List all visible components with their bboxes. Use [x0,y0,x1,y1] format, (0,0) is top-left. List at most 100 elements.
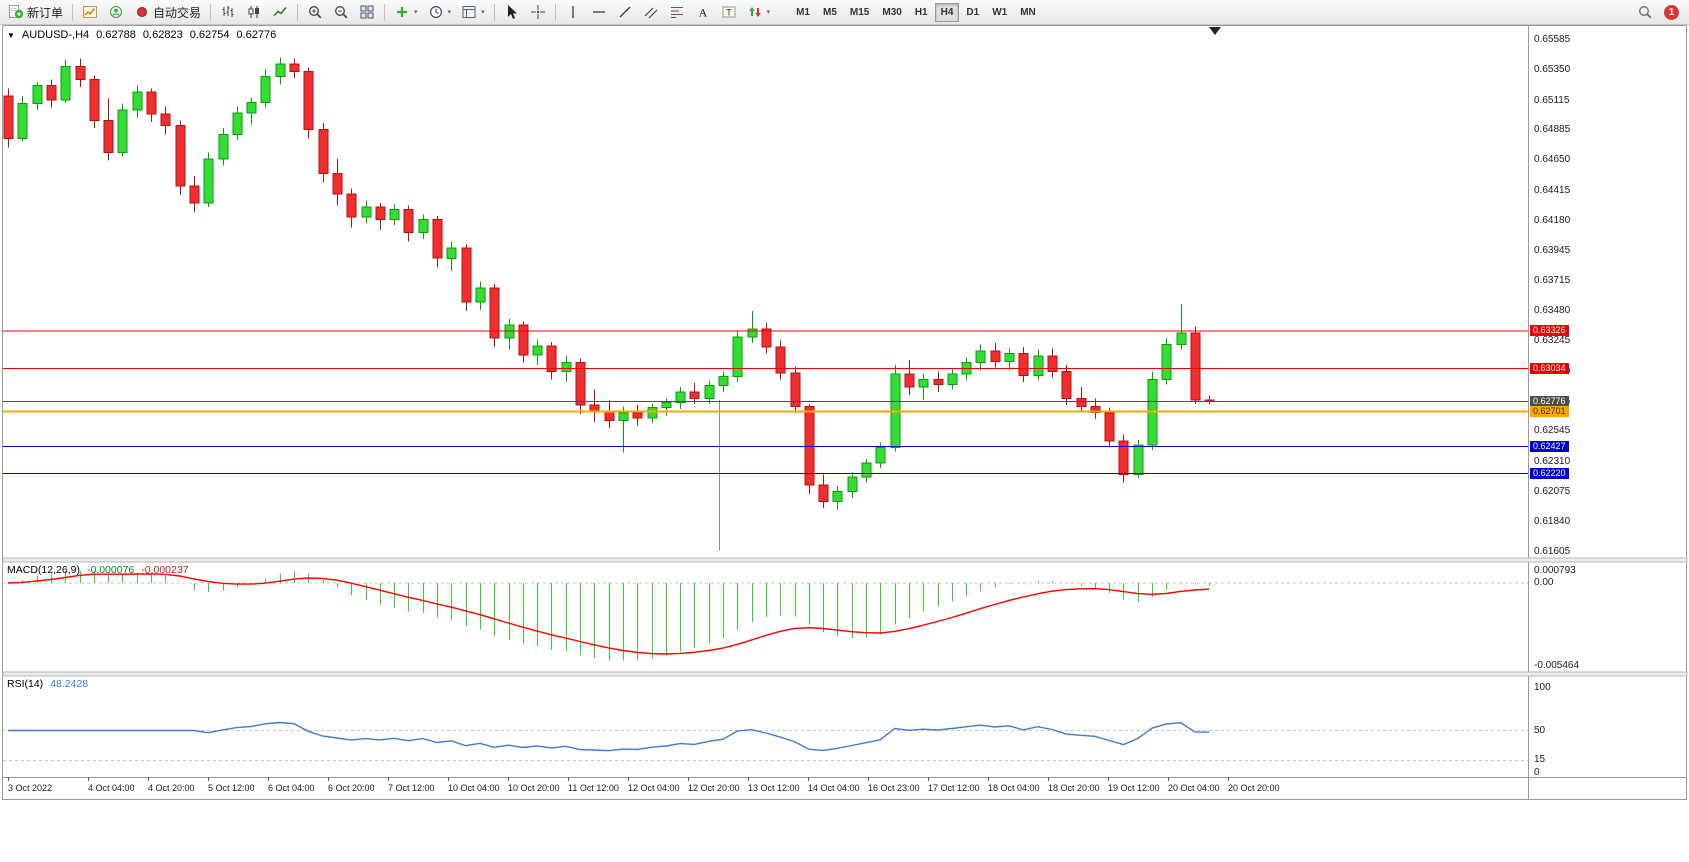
new-order-button[interactable]: 新订单 [4,2,67,23]
fibonacci-icon [669,4,685,20]
fibonacci-tool-button[interactable] [665,2,689,23]
text-label-icon: T [721,4,737,20]
candle-body [403,208,414,234]
periods-button[interactable]: ▾ [424,2,456,23]
candle-body [432,219,443,259]
ohlc-low: 0.62754 [189,29,230,41]
panel-separator[interactable] [2,557,1688,563]
candle-body [790,372,801,407]
candle-body [847,476,858,492]
new-chart-button[interactable] [78,2,102,23]
macd-title: MACD(12,26,9) -0.000076 -0.000237 [7,564,189,576]
candle-body [389,208,400,221]
cursor-button[interactable] [500,2,524,23]
candle-body [618,412,629,421]
ohlc-toggle-icon[interactable]: ▼ [7,30,15,40]
crosshair-button[interactable] [526,2,550,23]
trendline-tool-button[interactable] [613,2,637,23]
toolbar-separator [493,3,495,21]
toolbar-separator [297,3,299,21]
timeframe-button-w1[interactable]: W1 [986,3,1013,22]
candle-body [561,362,572,373]
zoom-out-button[interactable] [329,2,353,23]
indicators-button[interactable]: ▾ [390,2,422,23]
ohlc-high: 0.62823 [142,29,183,41]
text-tool-button[interactable]: A [691,2,715,23]
candle-body [732,336,743,378]
candle-body [1004,353,1015,362]
candle-body [604,411,615,421]
candle-body [103,120,114,154]
candle-body [1061,371,1072,400]
candle-body [975,350,986,364]
candle-body [361,206,372,218]
chevron-down-icon: ▾ [414,9,418,16]
candle-body [661,402,672,409]
macd-main-value: -0.000076 [86,564,135,576]
timeframe-button-m30[interactable]: M30 [876,3,907,22]
candle-body [918,378,929,388]
macd-signal-value: -0.000237 [141,564,189,576]
templates-button[interactable]: ▾ [457,2,489,23]
chart-shift-marker [1209,27,1221,35]
clock-icon [428,4,444,20]
candle-body [203,158,214,204]
autotrading-button[interactable]: 自动交易 [130,2,205,23]
candle-body [1047,355,1058,373]
zoom-out-icon [333,4,349,20]
notification-badge[interactable]: 1 [1664,4,1679,20]
candle-body [260,76,271,103]
candle-body [89,78,100,122]
cursor-arrow-icon [504,4,520,20]
text-a-icon: A [695,4,711,20]
candle-body [117,109,128,154]
timeframe-button-d1[interactable]: D1 [960,3,985,22]
line-chart-mode-button[interactable] [268,2,292,23]
zoom-in-button[interactable] [303,2,327,23]
arrows-icon [747,4,763,20]
candlestick-icon [246,4,262,20]
panel-separator[interactable] [2,671,1688,677]
candle-body [17,103,28,139]
candlestick-mode-button[interactable] [242,2,266,23]
new-order-label: 新订单 [27,5,64,20]
candle-body [475,287,486,303]
macd-signal-line [7,573,1210,655]
arrows-tool-button[interactable]: ▾ [743,2,775,23]
text-label-tool-button[interactable]: T [717,2,741,23]
search-button[interactable] [1633,2,1657,23]
tile-windows-button[interactable] [355,2,379,23]
candle-body [32,85,43,105]
timeframe-button-mn[interactable]: MN [1014,3,1042,22]
vertical-line-tool-button[interactable] [561,2,585,23]
timeframe-button-m1[interactable]: M1 [790,3,816,22]
templates-icon [461,4,477,20]
horizontal-line-tool-button[interactable] [587,2,611,23]
profiles-button[interactable] [104,2,128,23]
chart-title: ▼ AUDUSD-,H4 0.62788 0.62823 0.62754 0.6… [7,29,276,41]
channel-icon [643,4,659,20]
toolbar-separator [72,3,74,21]
toolbar-right-group: 1 [1633,2,1685,23]
candle-body [289,63,300,72]
candle-body [3,95,14,139]
timeframe-button-m15[interactable]: M15 [844,3,875,22]
candle-body [718,376,729,387]
candle-body [904,373,915,388]
candle-body [675,391,686,404]
timeframe-button-h1[interactable]: H1 [909,3,934,22]
timeframe-button-m5[interactable]: M5 [817,3,843,22]
toolbar-separator [554,3,556,21]
candle-body [1033,355,1044,376]
timeframe-button-h4[interactable]: H4 [934,2,960,22]
candle-body [418,219,429,234]
bar-chart-mode-button[interactable] [216,2,240,23]
macd-label: MACD(12,26,9) [7,564,80,576]
channel-tool-button[interactable] [639,2,663,23]
candle-body [832,490,843,503]
indicators-plus-icon [394,4,410,20]
candle-body [189,185,200,204]
candle-body [947,373,958,386]
